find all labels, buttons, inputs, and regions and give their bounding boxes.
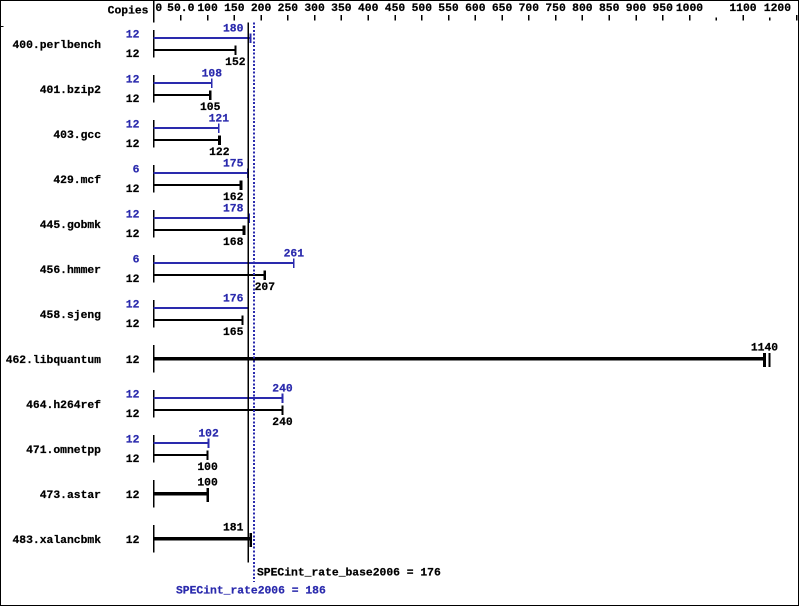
svg-text:150: 150: [224, 3, 245, 15]
svg-text:12: 12: [126, 184, 140, 196]
svg-text:473.astar: 473.astar: [40, 490, 101, 502]
svg-text:Copies: Copies: [108, 5, 149, 17]
svg-text:162: 162: [223, 192, 244, 204]
svg-text:12: 12: [126, 75, 140, 87]
svg-text:105: 105: [200, 102, 221, 114]
svg-text:900: 900: [626, 3, 647, 15]
svg-text:12: 12: [126, 229, 140, 241]
svg-text:462.libquantum: 462.libquantum: [6, 355, 101, 367]
svg-text:750: 750: [545, 3, 566, 15]
svg-text:175: 175: [223, 159, 244, 171]
svg-text:650: 650: [492, 3, 513, 15]
svg-text:464.h264ref: 464.h264ref: [26, 400, 101, 412]
svg-text:400: 400: [358, 3, 379, 15]
svg-text:403.gcc: 403.gcc: [53, 130, 101, 142]
svg-text:300: 300: [304, 3, 325, 15]
svg-text:12: 12: [126, 454, 140, 466]
svg-text:350: 350: [331, 3, 352, 15]
svg-text:12: 12: [126, 300, 140, 312]
svg-text:207: 207: [255, 282, 276, 294]
svg-text:12: 12: [126, 535, 140, 547]
svg-text:12: 12: [126, 139, 140, 151]
svg-text:121: 121: [209, 114, 230, 126]
svg-text:950: 950: [652, 3, 673, 15]
svg-text:12: 12: [126, 355, 140, 367]
svg-text:12: 12: [126, 30, 140, 42]
svg-text:165: 165: [223, 327, 244, 339]
svg-text:12: 12: [126, 319, 140, 331]
svg-text:456.hmmer: 456.hmmer: [40, 265, 101, 277]
svg-text:12: 12: [126, 49, 140, 61]
svg-text:550: 550: [438, 3, 459, 15]
svg-text:445.gobmk: 445.gobmk: [40, 220, 101, 232]
svg-text:700: 700: [519, 3, 540, 15]
svg-text:12: 12: [126, 94, 140, 106]
svg-text:200: 200: [251, 3, 272, 15]
svg-text:12: 12: [126, 490, 140, 502]
svg-text:50.0: 50.0: [167, 3, 194, 15]
svg-text:SPECint_rate2006 = 186: SPECint_rate2006 = 186: [176, 585, 326, 597]
svg-text:850: 850: [599, 3, 620, 15]
svg-text:450: 450: [385, 3, 406, 15]
svg-text:6: 6: [133, 255, 140, 267]
svg-text:12: 12: [126, 409, 140, 421]
svg-text:458.sjeng: 458.sjeng: [40, 310, 101, 322]
svg-text:240: 240: [272, 384, 293, 396]
svg-text:12: 12: [126, 390, 140, 402]
svg-text:181: 181: [223, 523, 244, 535]
svg-text:SPECint_rate_base2006 = 176: SPECint_rate_base2006 = 176: [257, 567, 441, 579]
svg-text:152: 152: [225, 57, 246, 69]
svg-text:250: 250: [278, 3, 299, 15]
svg-text:12: 12: [126, 210, 140, 222]
svg-text:180: 180: [223, 24, 244, 36]
svg-text:100: 100: [197, 478, 218, 490]
svg-text:471.omnetpp: 471.omnetpp: [26, 445, 101, 457]
svg-text:400.perlbench: 400.perlbench: [13, 40, 102, 52]
svg-text:0: 0: [155, 3, 162, 15]
svg-text:6: 6: [133, 165, 140, 177]
svg-text:600: 600: [465, 3, 486, 15]
svg-text:240: 240: [272, 417, 293, 429]
svg-text:108: 108: [202, 69, 223, 81]
svg-text:176: 176: [223, 294, 244, 306]
svg-text:12: 12: [126, 274, 140, 286]
svg-text:100: 100: [197, 462, 218, 474]
svg-text:261: 261: [284, 249, 305, 261]
svg-text:1140: 1140: [751, 343, 778, 355]
svg-text:1000: 1000: [676, 3, 703, 15]
svg-text:429.mcf: 429.mcf: [53, 175, 101, 187]
svg-text:401.bzip2: 401.bzip2: [40, 85, 101, 97]
svg-text:122: 122: [209, 147, 230, 159]
svg-text:102: 102: [198, 429, 219, 441]
svg-text:12: 12: [126, 435, 140, 447]
svg-text:178: 178: [223, 204, 244, 216]
svg-text:12: 12: [126, 120, 140, 132]
svg-text:100: 100: [197, 3, 218, 15]
svg-text:1100: 1100: [729, 3, 756, 15]
svg-text:800: 800: [572, 3, 593, 15]
svg-text:1200: 1200: [764, 3, 791, 15]
svg-text:500: 500: [412, 3, 433, 15]
svg-text:168: 168: [223, 237, 244, 249]
svg-text:483.xalancbmk: 483.xalancbmk: [13, 535, 102, 547]
